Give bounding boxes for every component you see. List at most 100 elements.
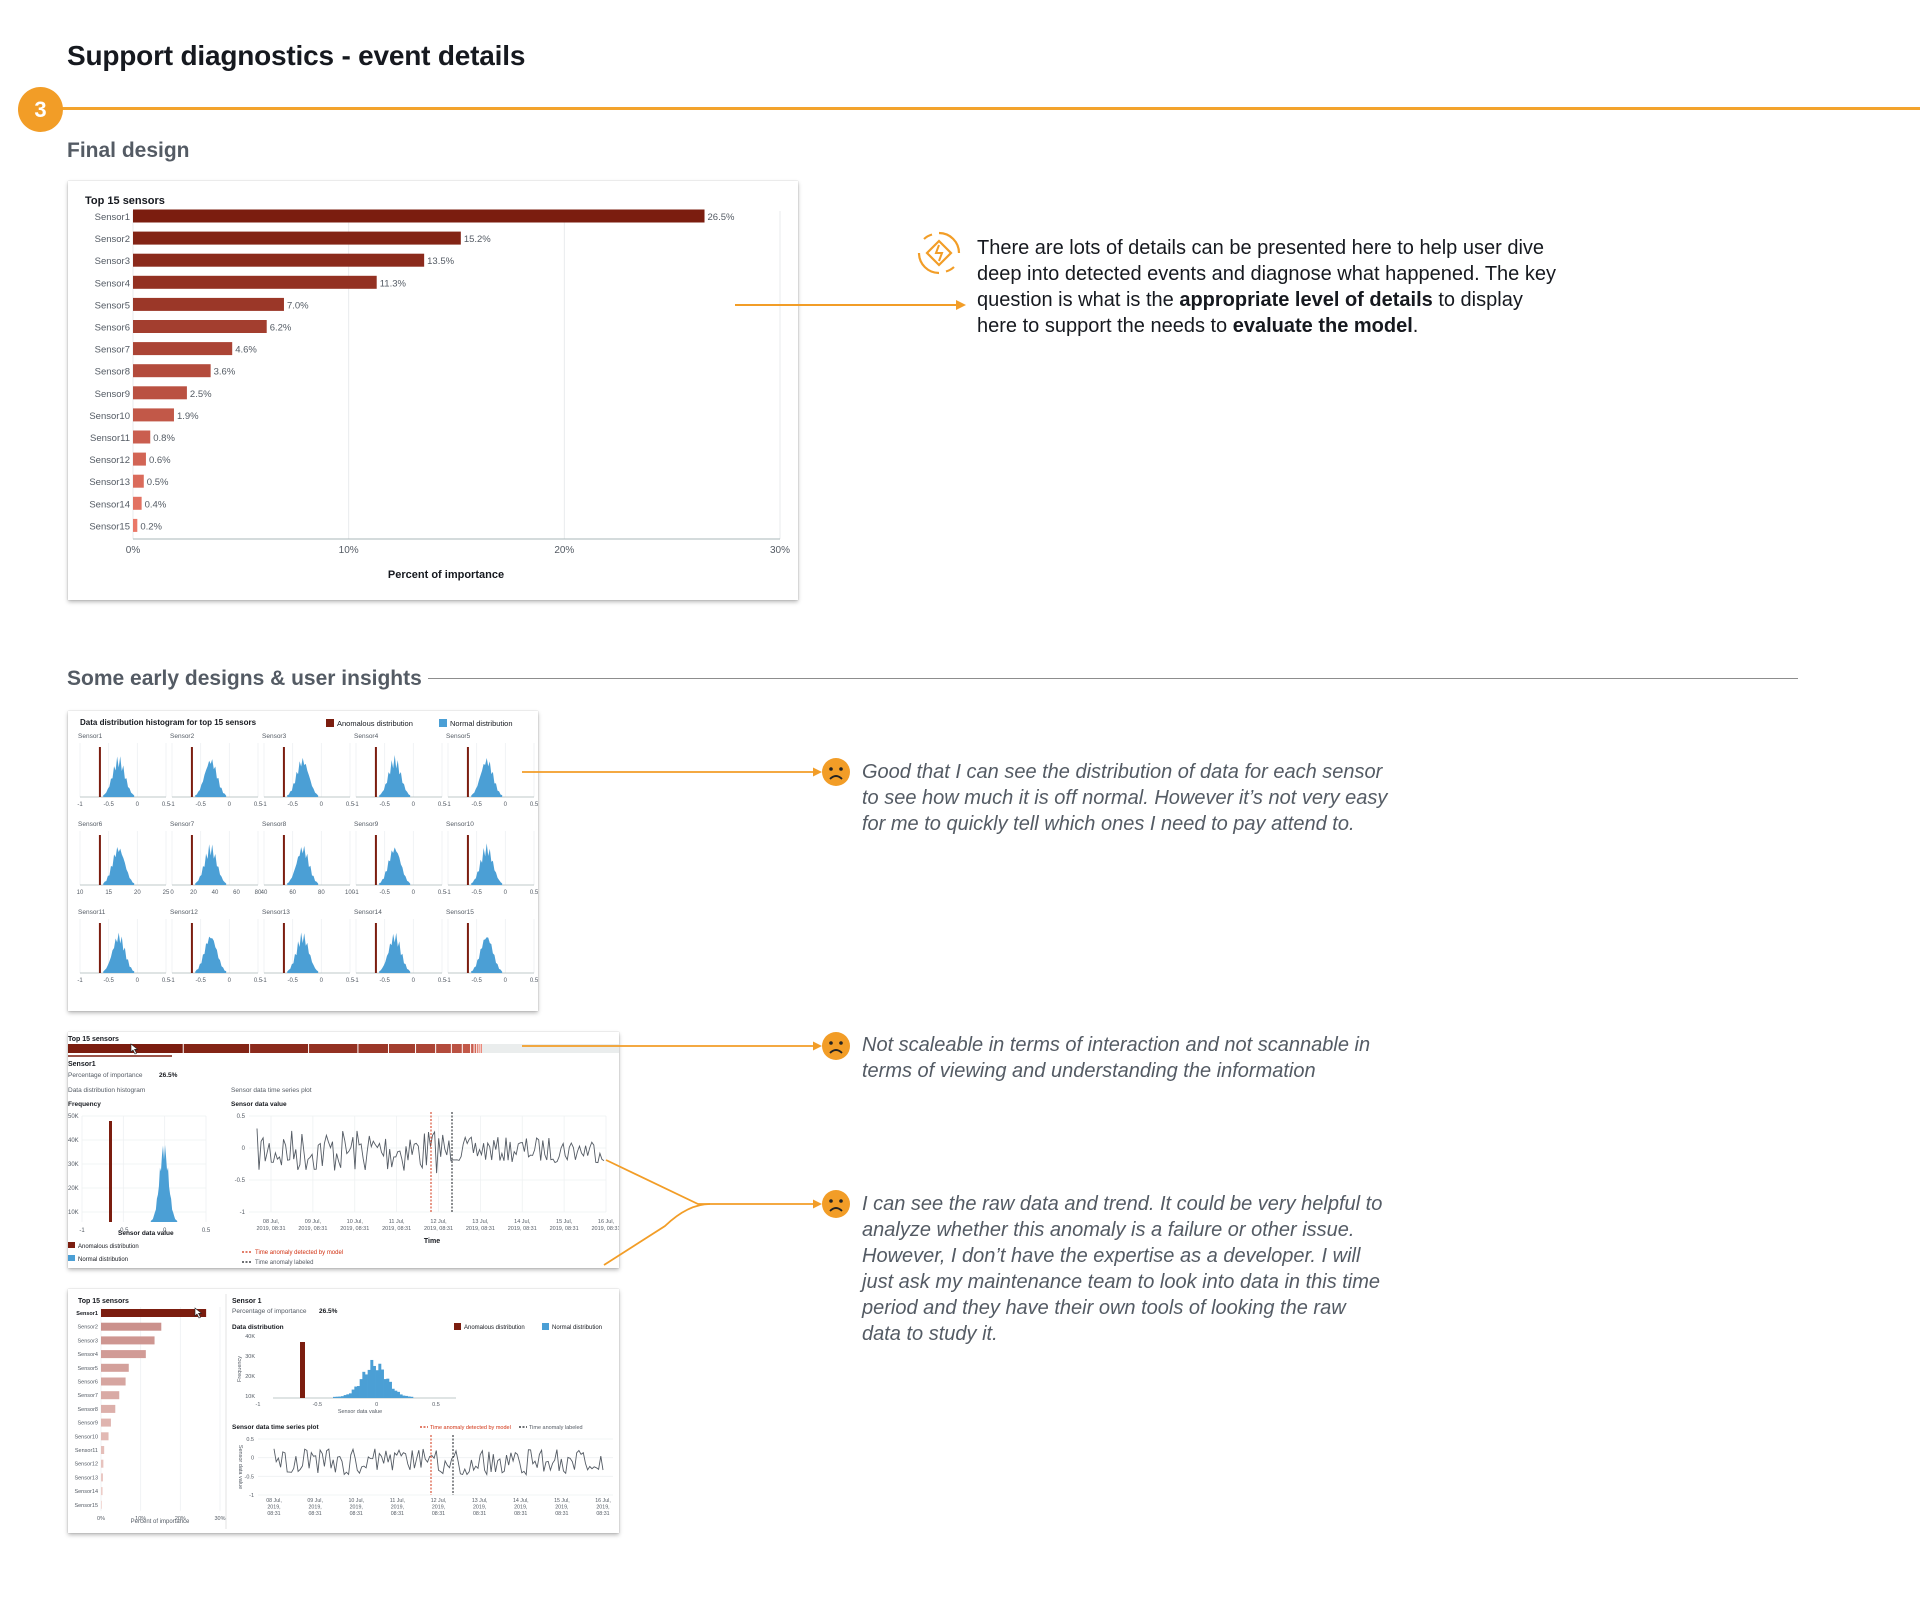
bar[interactable] [133, 275, 377, 289]
tick-label: 0 [412, 978, 416, 984]
value-label: 0.4% [145, 499, 167, 510]
value-label: 3.6% [214, 367, 236, 378]
legend-detected: Time anomaly detected by model [430, 1425, 511, 1431]
bar[interactable] [133, 474, 144, 488]
legend-normal: Normal distribution [78, 1257, 128, 1263]
x-tick-label: 2019, [391, 1505, 404, 1511]
category-label: Sensor12 [89, 455, 130, 466]
tick-label: -0.5 [195, 802, 206, 808]
x-tick-label: 14 Jul, [514, 1219, 531, 1225]
normal-bin [354, 1386, 358, 1398]
sensor-bar[interactable] [101, 1391, 120, 1400]
bar[interactable] [133, 364, 211, 378]
normal-distribution [471, 843, 503, 885]
bar[interactable] [133, 231, 461, 245]
cell-sensor-label: Sensor9 [354, 821, 379, 828]
sensor-bar[interactable] [101, 1432, 109, 1441]
sensor-segment[interactable] [416, 1044, 436, 1053]
anomalous-bar [282, 835, 285, 885]
bar[interactable] [133, 297, 284, 311]
tick-label: 25 [163, 890, 170, 896]
note-text: question is what is the [977, 289, 1180, 311]
sensor-bar[interactable] [101, 1473, 103, 1482]
bar[interactable] [133, 386, 187, 400]
quote-line: Good that I can see the distribution of … [862, 761, 1383, 783]
value-label: 11.3% [380, 278, 407, 289]
sensor-bar[interactable] [101, 1446, 105, 1454]
time-series-line [273, 1447, 604, 1477]
x-tick-label: 0 [163, 1228, 167, 1234]
bar[interactable] [133, 253, 425, 267]
bar[interactable] [133, 518, 138, 532]
anomalous-bar [109, 1121, 112, 1222]
normal-bin [351, 1389, 355, 1398]
sensor-bar[interactable] [101, 1500, 102, 1509]
normal-bin [338, 1396, 342, 1398]
diagnose-icon [917, 231, 961, 275]
bar[interactable] [133, 209, 705, 223]
cell-sensor-label: Sensor3 [262, 733, 287, 740]
sensor-segment[interactable] [462, 1044, 471, 1053]
legend-anomalous: Anomalous distribution [78, 1244, 139, 1250]
tick-label: -1 [169, 802, 175, 808]
sensor-segment[interactable] [451, 1044, 462, 1053]
sensor-segment[interactable] [250, 1044, 309, 1053]
selected-sensor: Sensor 1 [232, 1298, 262, 1305]
tick-label: -1 [445, 978, 451, 984]
tick-label: 0 [320, 802, 324, 808]
normal-distribution [150, 1144, 178, 1222]
cursor-icon [130, 1043, 139, 1055]
y-tick-label: 20K [68, 1186, 79, 1192]
list-design-card: Top 15 sensors 0% 10% 20% 30% Sensor1 Sensor2… [68, 1289, 619, 1533]
normal-bin [335, 1396, 339, 1398]
bar[interactable] [133, 496, 142, 510]
bar[interactable] [133, 342, 233, 356]
x-tick-label: 12 Jul, [430, 1219, 447, 1225]
bar[interactable] [133, 452, 146, 466]
tick-label: -0.5 [471, 890, 482, 896]
sensor-segment[interactable] [481, 1044, 483, 1053]
x-tick-label: 2019, 08:31 [382, 1226, 411, 1232]
ts-y-label: Sensor data value [237, 1445, 243, 1489]
x-tick-label: 0% [126, 545, 141, 556]
sensor-segment[interactable] [477, 1044, 479, 1053]
sensor-bar[interactable] [101, 1418, 111, 1427]
bar[interactable] [133, 430, 151, 444]
tick-label: -1 [353, 890, 359, 896]
sensor-bar[interactable] [101, 1322, 162, 1331]
sensor-segment[interactable] [388, 1044, 416, 1053]
sensor-bar[interactable] [101, 1309, 207, 1317]
x-tick-label: 08:31 [308, 1511, 321, 1517]
final-arrow [735, 300, 966, 310]
bar[interactable] [133, 320, 267, 333]
final-design-card: Top 15 sensors Sensor1 26.5% Sensor2 15.2% S… [68, 181, 798, 600]
sensor-segment[interactable] [474, 1044, 477, 1053]
anomalous-bar [98, 835, 101, 885]
sensor-segment[interactable] [68, 1044, 183, 1053]
quote-line: analyze whether this anomaly is a failur… [862, 1219, 1355, 1241]
importance-bar-chart: Top 15 sensors Sensor1 26.5% Sensor2 15.2% S… [85, 195, 790, 581]
sensor-bar[interactable] [101, 1363, 129, 1372]
category-label: Sensor2 [95, 234, 130, 245]
sensor-bar[interactable] [101, 1350, 146, 1359]
value-label: 26.5% [708, 212, 735, 223]
sensor-bar[interactable] [101, 1404, 116, 1413]
sensor-bar[interactable] [101, 1459, 104, 1468]
sensor-segment[interactable] [309, 1044, 358, 1053]
sensor-bar[interactable] [101, 1336, 155, 1345]
sensor-segment[interactable] [183, 1044, 250, 1053]
sensor-segment[interactable] [479, 1044, 481, 1053]
sensor-segment[interactable] [436, 1044, 451, 1053]
tick-label: 0.5 [438, 978, 447, 984]
x-tick-label: 14 Jul, [513, 1498, 529, 1504]
bar[interactable] [133, 408, 174, 422]
sensor-bar[interactable] [101, 1487, 103, 1496]
tick-label: -0.5 [379, 978, 390, 984]
category-label: Sensor3 [95, 256, 130, 267]
normal-distribution [287, 932, 319, 973]
x-tick-label: 09 Jul, [307, 1498, 323, 1504]
value-label: 13.5% [427, 256, 454, 267]
sensor-bar[interactable] [101, 1377, 126, 1386]
sensor-segment[interactable] [358, 1044, 388, 1053]
sensor-segment[interactable] [471, 1044, 474, 1053]
